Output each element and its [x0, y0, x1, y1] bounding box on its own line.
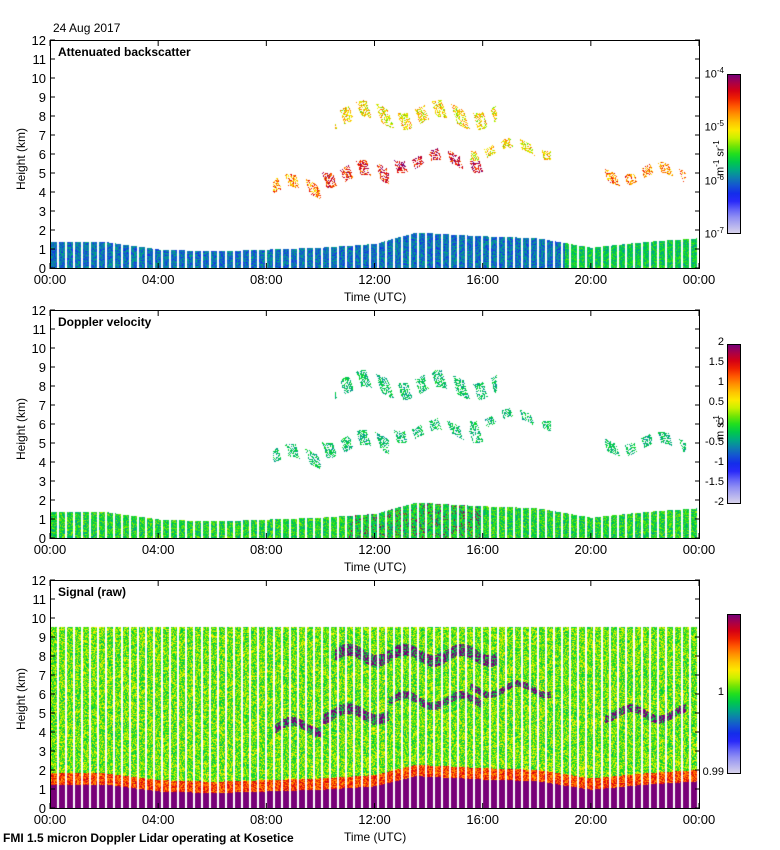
y-tick-label: 2 — [39, 493, 46, 508]
y-tick-label: 5 — [39, 706, 46, 721]
plot-title: Signal (raw) — [58, 585, 127, 599]
x-tick-label: 00:00 — [683, 812, 716, 827]
x-tick-label: 04:00 — [142, 542, 175, 557]
colorbar-tick-label: -1 — [714, 456, 724, 468]
x-axis-label: Time (UTC) — [344, 830, 407, 844]
y-tick-label: 11 — [33, 592, 47, 607]
x-axis-label: Time (UTC) — [344, 560, 407, 574]
heatmap-signal — [51, 581, 699, 808]
heatmap-backscatter — [51, 41, 699, 268]
plot-title: Doppler velocity — [58, 315, 152, 329]
colorbar-tick-label: -2 — [714, 496, 724, 508]
y-tick-label: 1 — [39, 782, 46, 797]
colorbar-tick-label: 0.5 — [708, 396, 724, 408]
x-axis-label: Time (UTC) — [344, 290, 407, 304]
y-tick-label: 7 — [39, 668, 46, 683]
y-tick-label: 9 — [39, 630, 46, 645]
y-tick-label: 2 — [39, 763, 46, 778]
colorbar-backscatter — [727, 74, 741, 234]
footer-caption: FMI 1.5 micron Doppler Lidar operating a… — [3, 831, 294, 845]
y-tick-label: 1 — [39, 512, 46, 527]
plot-title: Attenuated backscatter — [58, 45, 191, 59]
x-tick-label: 20:00 — [575, 812, 608, 827]
colorbar-tick-label: -1.5 — [705, 476, 724, 488]
y-tick-label: 8 — [39, 649, 46, 664]
colorbar-tick-label: 1 — [717, 376, 724, 388]
x-tick-label: 08:00 — [250, 812, 283, 827]
y-tick-label: 6 — [39, 417, 46, 432]
colorbar-tick-label: 10-6 — [704, 172, 724, 188]
y-tick-label: 3 — [39, 744, 46, 759]
colorbar-tick-label: 10-5 — [704, 119, 724, 134]
colorbar-tick-label: 1 — [717, 686, 724, 698]
y-tick-label: 4 — [39, 725, 46, 740]
y-axis-label: Height (km) — [14, 667, 28, 730]
date-label: 24 Aug 2017 — [53, 21, 121, 35]
y-tick-label: 4 — [39, 455, 46, 470]
y-tick-label: 9 — [39, 360, 46, 375]
x-tick-label: 00:00 — [34, 542, 67, 557]
colorbar-tick-label: -0.5 — [705, 436, 724, 448]
panel-backscatter: Attenuated backscatter Height (km) Time … — [0, 0, 780, 304]
colorbar-velocity — [727, 344, 741, 504]
panel-velocity: Doppler velocity Height (km) Time (UTC) … — [0, 0, 780, 574]
colorbar-signal — [727, 614, 741, 774]
x-tick-label: 20:00 — [575, 542, 608, 557]
heatmap-velocity — [51, 311, 699, 538]
x-tick-label: 00:00 — [34, 812, 67, 827]
plot-area-backscatter: Attenuated backscatter — [50, 40, 700, 269]
plot-area-signal: Signal (raw) — [50, 580, 700, 809]
y-tick-label: 5 — [39, 436, 46, 451]
x-tick-label: 16:00 — [466, 812, 499, 827]
y-tick-label: 10 — [32, 611, 46, 626]
y-tick-label: 11 — [33, 322, 47, 337]
y-tick-label: 12 — [32, 573, 46, 588]
colorbar-tick-label: 2 — [717, 336, 724, 348]
x-tick-label: 08:00 — [250, 542, 283, 557]
colorbar-tick-label: 10-7 — [704, 226, 724, 241]
y-axis-label: Height (km) — [14, 397, 28, 460]
y-tick-label: 0 — [39, 801, 46, 816]
colorbar-tick-label: 10-4 — [704, 66, 724, 81]
colorbar-tick-label: 0.99 — [702, 766, 724, 778]
y-tick-label: 0 — [39, 531, 46, 546]
colorbar-tick-label: 0 — [717, 416, 724, 428]
x-tick-label: 12:00 — [358, 542, 391, 557]
colorbar-tick-label: 1.5 — [708, 356, 724, 368]
y-tick-label: 10 — [32, 341, 46, 356]
x-tick-label: 12:00 — [358, 812, 391, 827]
x-tick-label: 16:00 — [466, 542, 499, 557]
x-tick-label: 04:00 — [142, 812, 175, 827]
y-tick-label: 6 — [39, 687, 46, 702]
x-tick-label: 00:00 — [683, 542, 716, 557]
plot-area-velocity: Doppler velocity — [50, 310, 700, 539]
y-tick-label: 8 — [39, 379, 46, 394]
y-tick-label: 3 — [39, 474, 46, 489]
y-tick-label: 7 — [39, 398, 46, 413]
